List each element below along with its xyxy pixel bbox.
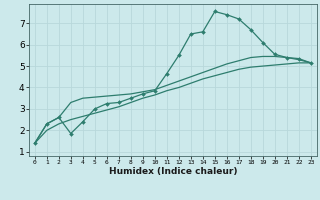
X-axis label: Humidex (Indice chaleur): Humidex (Indice chaleur): [108, 167, 237, 176]
